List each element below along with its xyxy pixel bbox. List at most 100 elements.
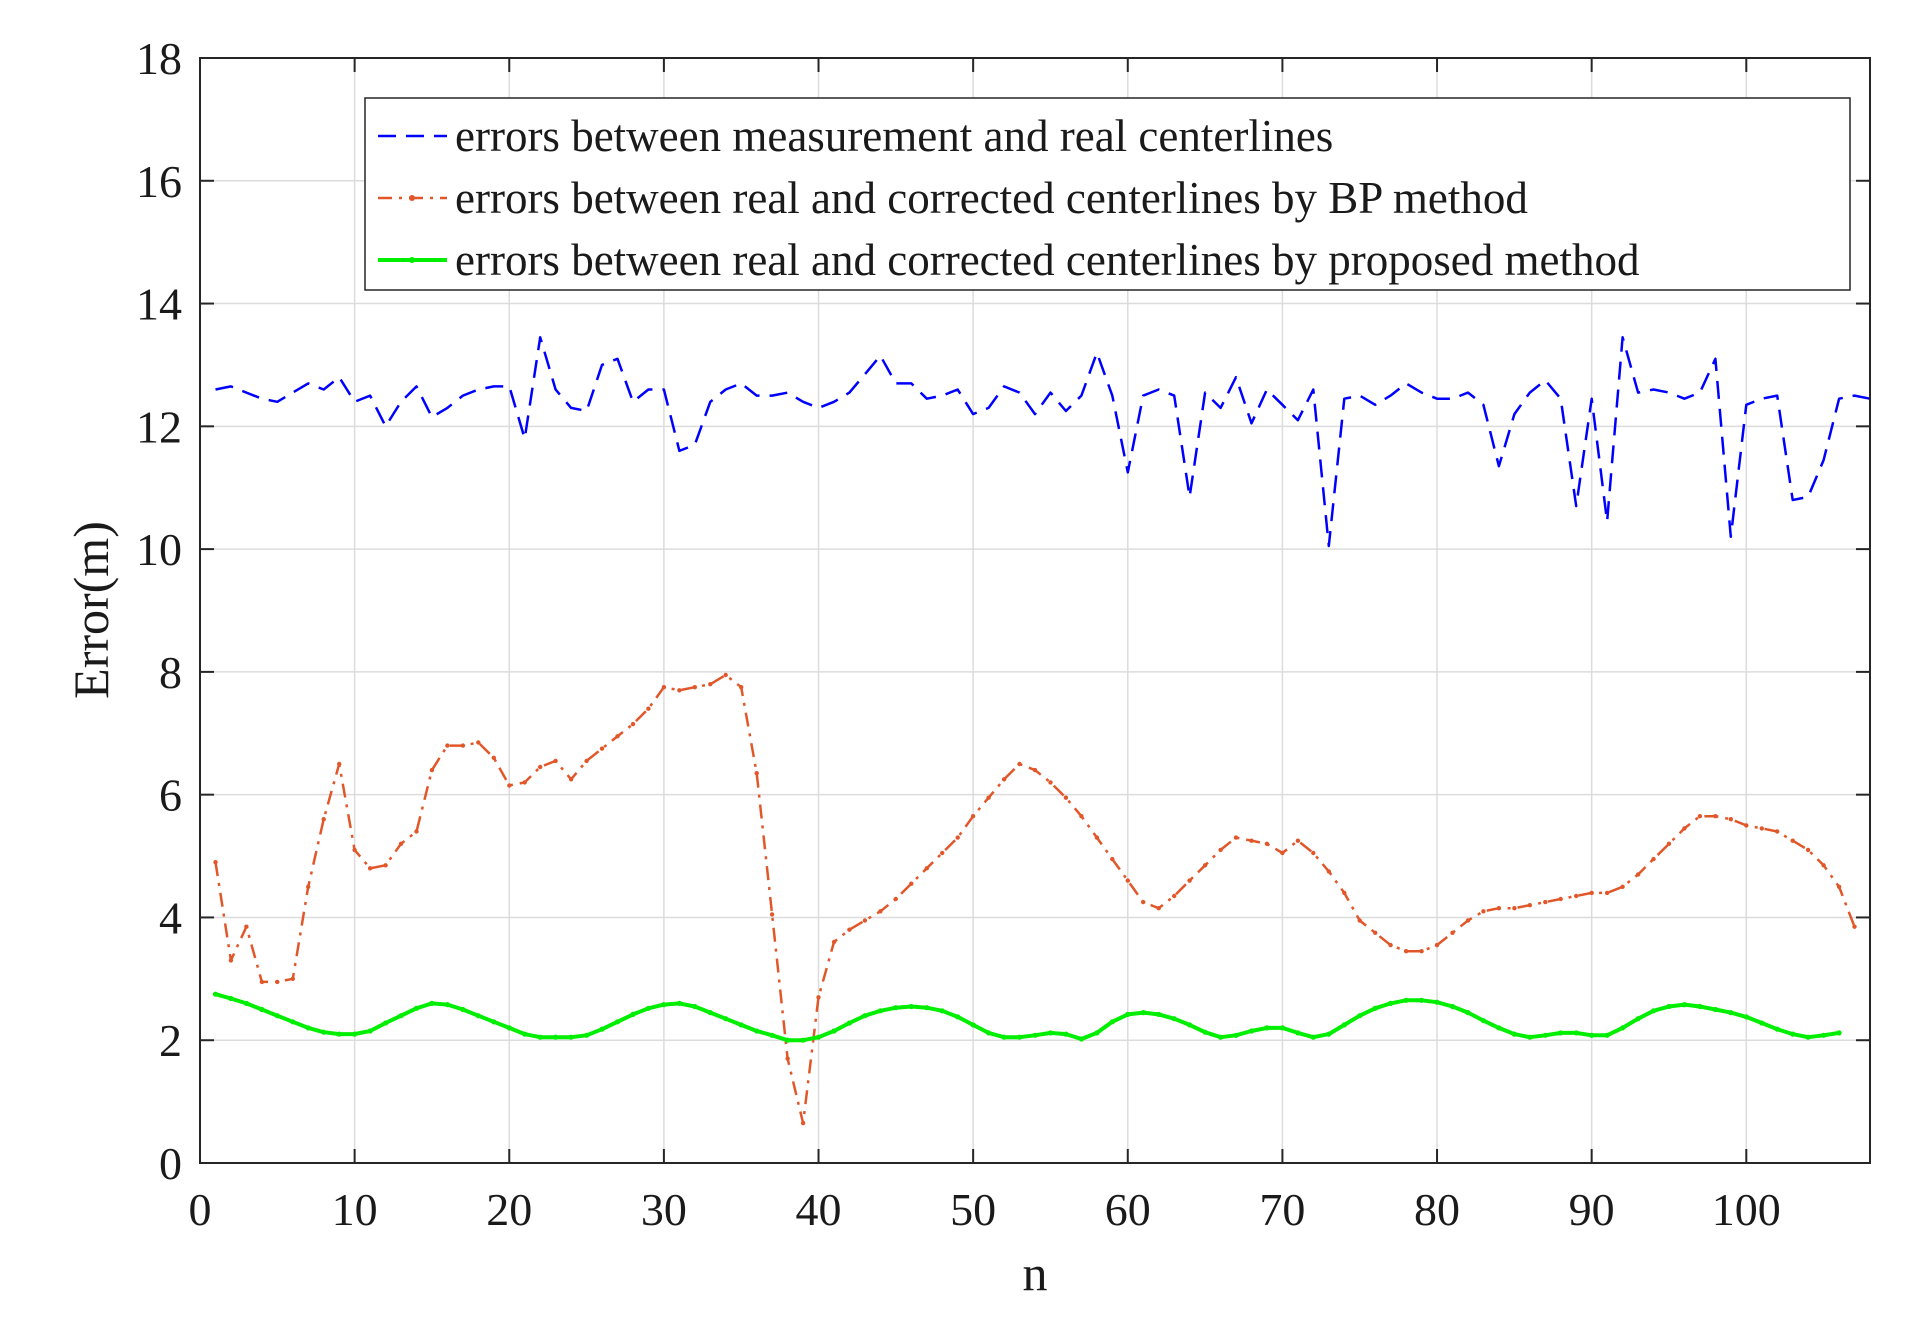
data-point bbox=[1047, 1030, 1054, 1036]
data-point bbox=[1836, 884, 1842, 889]
data-point bbox=[1713, 814, 1718, 819]
data-point bbox=[1604, 1032, 1610, 1038]
data-point bbox=[1233, 835, 1239, 840]
data-point bbox=[1604, 890, 1610, 896]
data-point bbox=[1094, 835, 1100, 840]
y-tick-label: 6 bbox=[159, 770, 182, 821]
data-point bbox=[1852, 924, 1857, 929]
data-point bbox=[1744, 823, 1749, 828]
data-point bbox=[1048, 780, 1053, 785]
y-tick-label: 10 bbox=[136, 524, 182, 575]
x-tick-label: 50 bbox=[950, 1184, 996, 1235]
data-point bbox=[1110, 856, 1115, 862]
data-point bbox=[1279, 1025, 1285, 1031]
data-point bbox=[661, 685, 667, 690]
data-point bbox=[460, 743, 466, 748]
data-point bbox=[1172, 893, 1177, 899]
data-point bbox=[1434, 942, 1440, 948]
data-point bbox=[1790, 1031, 1796, 1037]
data-point bbox=[1666, 841, 1672, 846]
series-line bbox=[214, 673, 1856, 1125]
y-tick-label: 18 bbox=[136, 33, 182, 84]
data-point bbox=[1249, 838, 1254, 843]
data-point bbox=[831, 1028, 837, 1034]
data-point bbox=[1388, 1000, 1394, 1007]
data-point bbox=[908, 1003, 914, 1010]
y-axis-title: Error(m) bbox=[63, 521, 119, 699]
data-point bbox=[738, 1022, 744, 1028]
x-tick-label: 100 bbox=[1712, 1184, 1781, 1235]
data-point bbox=[1666, 1003, 1672, 1010]
data-point bbox=[506, 1025, 512, 1031]
data-point bbox=[1558, 896, 1563, 902]
data-point bbox=[785, 1037, 791, 1043]
axis-ticks: 0 10 20 30 40 50 60 70 80 90 100 0 2 4 6 8 10 12 14 16 18 bbox=[136, 33, 1870, 1235]
data-point bbox=[275, 979, 280, 985]
data-point bbox=[1403, 997, 1409, 1003]
data-point bbox=[614, 1019, 621, 1025]
data-point bbox=[1140, 1010, 1146, 1016]
data-point bbox=[1218, 847, 1223, 853]
data-point bbox=[1264, 841, 1270, 846]
data-point bbox=[1759, 1020, 1765, 1026]
data-point bbox=[1573, 1030, 1579, 1036]
data-point bbox=[769, 1032, 775, 1038]
data-point bbox=[1434, 999, 1440, 1005]
data-point bbox=[1218, 1034, 1224, 1040]
y-tick-label: 0 bbox=[159, 1138, 182, 1189]
data-point bbox=[1326, 1031, 1332, 1037]
data-point bbox=[893, 896, 898, 902]
data-point bbox=[290, 976, 295, 981]
data-point bbox=[615, 734, 620, 739]
data-point bbox=[1141, 899, 1146, 905]
data-point bbox=[1449, 1003, 1456, 1010]
x-tick-label: 90 bbox=[1569, 1184, 1615, 1235]
data-point bbox=[1341, 1022, 1347, 1028]
data-point bbox=[1650, 1008, 1657, 1014]
data-point bbox=[337, 761, 342, 767]
data-point bbox=[1063, 795, 1069, 800]
data-point bbox=[1697, 1003, 1703, 1010]
data-point bbox=[630, 1011, 636, 1018]
data-point bbox=[367, 866, 373, 871]
series-2 bbox=[213, 672, 1857, 1126]
data-point bbox=[1759, 826, 1765, 831]
data-point bbox=[1697, 814, 1703, 819]
x-tick-label: 70 bbox=[1259, 1184, 1305, 1235]
data-point bbox=[491, 1019, 497, 1025]
legend-label: errors between measurement and real cent… bbox=[455, 111, 1333, 161]
data-point bbox=[1403, 949, 1409, 954]
data-point bbox=[1310, 1034, 1316, 1040]
data-point bbox=[1450, 930, 1455, 935]
data-point bbox=[909, 881, 914, 886]
data-point bbox=[429, 767, 435, 773]
legend-marker bbox=[409, 195, 415, 201]
data-point bbox=[878, 909, 883, 914]
data-point bbox=[1280, 850, 1285, 856]
data-point bbox=[1078, 1036, 1084, 1042]
data-point bbox=[800, 1037, 806, 1043]
data-point bbox=[1651, 856, 1656, 862]
data-point bbox=[1326, 869, 1332, 874]
data-point bbox=[599, 1026, 605, 1032]
data-point bbox=[955, 1014, 961, 1020]
series-3 bbox=[212, 991, 1842, 1043]
data-point bbox=[1311, 850, 1316, 856]
data-point bbox=[259, 1006, 265, 1013]
data-point bbox=[1805, 847, 1811, 853]
data-point bbox=[398, 841, 404, 846]
data-point bbox=[1372, 1005, 1378, 1011]
data-point bbox=[831, 939, 837, 945]
y-tick-label: 8 bbox=[159, 647, 182, 698]
data-point bbox=[228, 958, 234, 963]
data-point bbox=[1419, 949, 1424, 954]
data-point bbox=[274, 1013, 280, 1019]
data-point bbox=[800, 1120, 806, 1126]
data-point bbox=[1032, 1032, 1038, 1038]
data-point bbox=[584, 1032, 590, 1038]
data-point bbox=[1558, 1030, 1564, 1036]
data-point bbox=[522, 1031, 528, 1037]
data-point bbox=[986, 1030, 992, 1036]
data-point bbox=[212, 991, 219, 997]
data-point bbox=[676, 1000, 683, 1007]
